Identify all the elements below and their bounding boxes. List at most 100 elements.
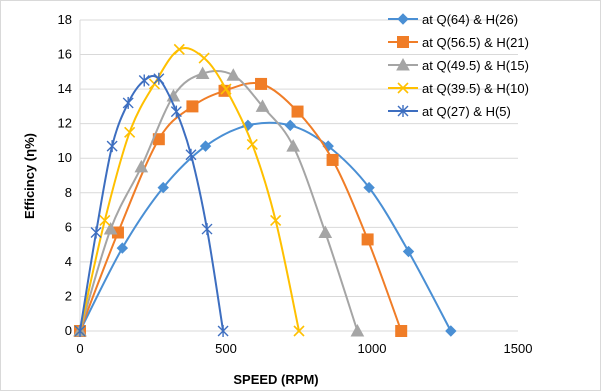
data-point xyxy=(255,77,268,90)
series-line-0 xyxy=(79,121,452,332)
marker-shape xyxy=(226,68,241,81)
legend-label: at Q(64) & H(26) xyxy=(422,12,518,27)
series-line-2 xyxy=(79,70,359,332)
y-tick-label: 2 xyxy=(65,288,72,303)
data-point xyxy=(270,214,282,226)
legend-item: at Q(27) & H(5) xyxy=(388,104,511,119)
data-point xyxy=(199,140,212,152)
data-point xyxy=(445,325,457,337)
legend-marker xyxy=(396,57,410,71)
data-point xyxy=(138,74,150,87)
legend-item: at Q(39.5) & H(10) xyxy=(388,81,529,96)
series-0 xyxy=(74,119,457,337)
data-point xyxy=(284,119,296,132)
y-tick-label: 4 xyxy=(65,254,72,269)
marker-shape xyxy=(134,159,149,173)
y-tick-label: 0 xyxy=(65,323,72,338)
marker-shape xyxy=(402,245,415,258)
marker-stroke xyxy=(99,214,111,226)
marker-shape xyxy=(326,153,339,166)
x-tick-label: 0 xyxy=(76,341,83,356)
legend-label: at Q(56.5) & H(21) xyxy=(422,35,529,50)
data-point xyxy=(74,325,86,337)
marker-stroke xyxy=(293,325,305,337)
marker-shape xyxy=(157,181,169,194)
data-point xyxy=(226,68,241,81)
data-point xyxy=(395,325,408,337)
legend-label: at Q(39.5) & H(10) xyxy=(422,81,529,96)
data-point xyxy=(291,105,304,118)
y-tick-label: 18 xyxy=(58,12,72,27)
y-tick-label: 6 xyxy=(65,219,72,234)
legend-marker xyxy=(397,36,409,48)
series-line-3 xyxy=(79,47,300,332)
data-point xyxy=(363,181,375,194)
marker-stroke xyxy=(220,83,232,95)
data-point xyxy=(361,233,374,246)
legend-label: at Q(27) & H(5) xyxy=(422,104,511,119)
x-axis-title: SPEED (RPM) xyxy=(233,372,318,387)
data-point xyxy=(124,126,136,138)
data-point xyxy=(157,181,169,194)
marker-shape xyxy=(199,140,212,152)
x-tick-label: 1500 xyxy=(504,341,533,356)
data-point xyxy=(220,83,232,95)
marker-stroke xyxy=(198,52,210,64)
data-point xyxy=(195,66,210,80)
legend: at Q(64) & H(26) at Q(56.5) & H(21) at Q(4… xyxy=(388,12,529,119)
data-point xyxy=(198,52,210,64)
marker-stroke xyxy=(270,214,282,226)
data-point xyxy=(116,242,129,254)
data-point xyxy=(286,139,301,152)
data-point xyxy=(122,96,134,109)
marker-shape xyxy=(116,242,129,254)
series-layer xyxy=(73,43,457,337)
series-line-4 xyxy=(79,74,225,332)
marker-shape xyxy=(397,36,409,48)
data-point xyxy=(99,214,111,226)
marker-stroke xyxy=(124,126,136,138)
legend-marker xyxy=(397,105,409,117)
legend-label: at Q(49.5) & H(15) xyxy=(422,58,529,73)
marker-shape xyxy=(361,233,374,246)
marker-shape xyxy=(445,325,457,337)
marker-shape xyxy=(397,13,409,25)
y-tick-label: 12 xyxy=(58,116,72,131)
marker-shape xyxy=(396,57,410,71)
y-axis-title: Efficincy (η%) xyxy=(22,133,37,219)
legend-item: at Q(64) & H(26) xyxy=(388,12,518,27)
marker-shape xyxy=(103,222,118,235)
legend-item: at Q(56.5) & H(21) xyxy=(388,35,529,50)
y-tick-label: 16 xyxy=(58,47,72,62)
data-point xyxy=(217,325,229,337)
data-point xyxy=(246,138,258,150)
marker-shape xyxy=(350,323,365,337)
x-tick-label: 500 xyxy=(215,341,237,356)
data-point xyxy=(350,323,365,337)
y-tick-label: 8 xyxy=(65,185,72,200)
marker-shape xyxy=(284,119,296,132)
data-point xyxy=(90,226,102,239)
data-point xyxy=(134,159,149,173)
data-point xyxy=(173,43,185,55)
data-point xyxy=(186,100,199,113)
data-point xyxy=(106,140,118,153)
data-point xyxy=(103,222,118,235)
series-4 xyxy=(74,72,229,337)
legend-marker xyxy=(397,13,409,25)
data-point xyxy=(201,223,213,236)
marker-shape xyxy=(255,77,268,90)
gridlines xyxy=(80,19,518,297)
axes: 0 2 4 6 8 10 12 14 16 18 0 500 1000 1500 xyxy=(58,12,533,356)
marker-shape xyxy=(395,325,408,337)
data-point xyxy=(255,99,270,112)
y-tick-label: 10 xyxy=(58,150,72,165)
data-point xyxy=(318,225,333,239)
marker-stroke xyxy=(173,43,185,55)
data-point xyxy=(402,245,415,258)
marker-shape xyxy=(291,105,304,118)
marker-stroke xyxy=(397,82,409,94)
marker-shape xyxy=(363,181,375,194)
data-point xyxy=(153,72,165,85)
